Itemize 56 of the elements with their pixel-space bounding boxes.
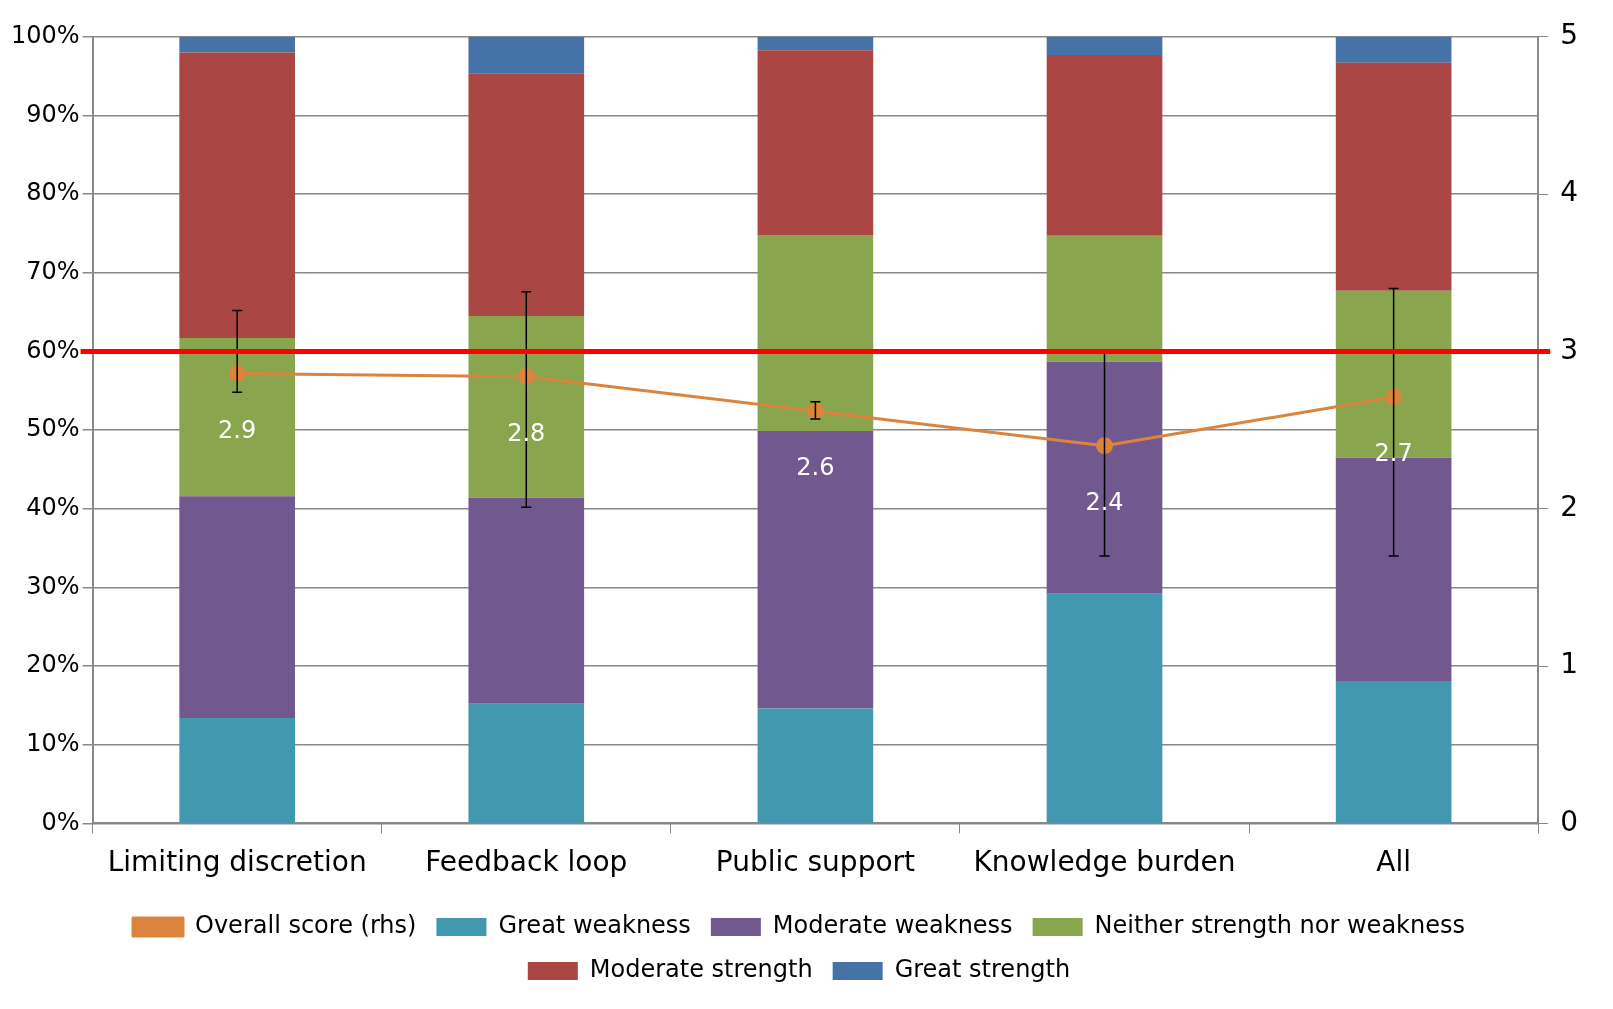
bar [468, 73, 585, 317]
bar [757, 50, 874, 236]
y-tick-label: 80% [26, 178, 80, 207]
y2-tick-label: 2 [1560, 490, 1579, 524]
y2-tick-label: 3 [1560, 332, 1579, 366]
legend-label: Overall score (rhs) [195, 911, 417, 940]
bar [179, 718, 295, 823]
y-tick-label: 0% [41, 807, 80, 836]
data-label: 2.6 [796, 453, 835, 482]
legend-label: Moderate strength [589, 955, 813, 984]
x-tick-label: Knowledge burden [973, 845, 1236, 879]
bar [179, 496, 295, 718]
y-tick-label: 60% [26, 335, 80, 364]
legend-label: Moderate weakness [772, 911, 1013, 940]
y-tick-label: 70% [26, 257, 80, 286]
y2-tick-label: 0 [1560, 804, 1579, 838]
bar [1046, 36, 1163, 55]
legend-label: Neither strength nor weakness [1094, 911, 1465, 940]
point [517, 368, 535, 386]
bar [468, 703, 585, 823]
y2-tick-label: 4 [1560, 175, 1579, 209]
bar [757, 430, 874, 709]
bar [468, 497, 585, 704]
y-tick-label: 40% [26, 492, 80, 521]
x-tick-label: Public support [715, 845, 916, 879]
x-tick-label: All [1376, 845, 1411, 879]
y-tick-label: 20% [26, 650, 80, 679]
x-tick-label: Limiting discretion [107, 845, 367, 879]
bar [757, 36, 874, 51]
y2-tick-label: 5 [1560, 18, 1579, 52]
bar [179, 36, 295, 53]
bar [1046, 361, 1163, 594]
y-tick-label: 50% [26, 414, 80, 443]
bar [179, 338, 295, 497]
bar [1335, 36, 1452, 63]
y-tick-label: 100% [10, 21, 80, 50]
bar [468, 36, 585, 74]
legend-label: Great weakness [498, 911, 691, 940]
point [1096, 437, 1114, 455]
bar [179, 52, 295, 339]
bar [1046, 593, 1163, 823]
legend-label: Great strength [894, 955, 1071, 984]
y-tick-label: 90% [26, 99, 80, 128]
y-tick-label: 30% [26, 571, 80, 600]
y2-tick-label: 1 [1560, 647, 1579, 681]
bar [468, 316, 585, 498]
bar [1046, 235, 1163, 362]
x-tick-label: Feedback loop [425, 845, 628, 879]
bar [757, 235, 874, 431]
data-label: 2.9 [218, 415, 257, 444]
bar [1335, 62, 1452, 291]
bar [1335, 681, 1452, 823]
point [1385, 388, 1403, 406]
bar [1046, 54, 1163, 236]
y-tick-label: 10% [26, 728, 80, 757]
bar [757, 708, 874, 823]
